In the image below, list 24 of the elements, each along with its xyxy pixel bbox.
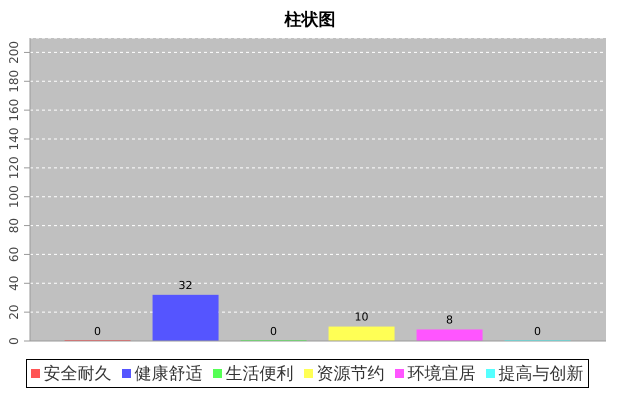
y-tick-label: 80 xyxy=(7,218,21,234)
data-label: 0 xyxy=(534,325,542,338)
y-tick-label: 40 xyxy=(7,276,21,291)
data-label: 0 xyxy=(270,325,278,338)
legend-label: 安全耐久 xyxy=(42,363,112,385)
y-tick-label: 160 xyxy=(7,98,21,122)
data-label: 10 xyxy=(354,310,369,324)
y-tick-label: 100 xyxy=(7,185,21,208)
data-label: 32 xyxy=(178,278,193,292)
legend-label: 生活便利 xyxy=(224,363,294,385)
legend-label: 环境宜居 xyxy=(406,363,476,385)
y-tick-label: 0 xyxy=(7,337,21,345)
data-label: 0 xyxy=(94,325,102,338)
chart-title: 柱状图 xyxy=(283,9,336,32)
legend-label: 资源节约 xyxy=(316,363,384,385)
y-tick-label: 60 xyxy=(7,246,21,262)
legend-label: 提高与创新 xyxy=(498,363,584,385)
data-label: 8 xyxy=(446,313,454,326)
y-tick-label: 140 xyxy=(7,128,21,150)
y-tick-label: 200 xyxy=(7,40,21,64)
y-tick-label: 120 xyxy=(7,156,21,180)
legend-label: 健康舒适 xyxy=(134,363,202,385)
y-tick-label: 20 xyxy=(7,304,21,320)
y-tick-label: 180 xyxy=(7,70,21,93)
